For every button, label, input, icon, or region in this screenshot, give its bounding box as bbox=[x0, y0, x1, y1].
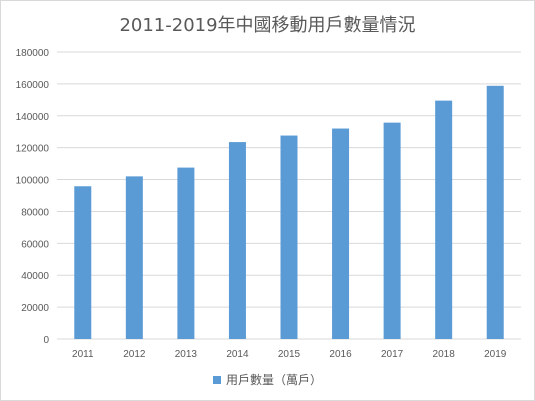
x-tick-label: 2019 bbox=[484, 349, 507, 360]
legend-swatch bbox=[212, 375, 221, 384]
chart-title: 2011-2019年中國移動用戶數量情況 bbox=[119, 15, 416, 36]
bar-2018 bbox=[435, 100, 453, 339]
x-tick-label: 2013 bbox=[175, 349, 198, 360]
x-tick-label: 2017 bbox=[381, 349, 404, 360]
x-tick-label: 2015 bbox=[278, 349, 301, 360]
x-tick-label: 2016 bbox=[329, 349, 352, 360]
y-tick-label: 160000 bbox=[16, 80, 50, 91]
x-tick-label: 2012 bbox=[123, 349, 146, 360]
y-tick-label: 80000 bbox=[21, 207, 49, 218]
y-tick-label: 180000 bbox=[16, 48, 50, 59]
bar-2017 bbox=[383, 122, 401, 340]
y-tick-label: 120000 bbox=[16, 144, 50, 155]
bar-2015 bbox=[280, 135, 298, 339]
bar-2016 bbox=[332, 128, 350, 339]
legend-label: 用戶數量（萬戶） bbox=[225, 373, 322, 387]
y-tick-label: 100000 bbox=[16, 176, 50, 187]
y-tick-label: 20000 bbox=[21, 303, 49, 314]
bar-2014 bbox=[228, 142, 246, 339]
x-tick-label: 2011 bbox=[72, 349, 94, 360]
bar-2013 bbox=[177, 167, 195, 339]
legend: 用戶數量（萬戶） bbox=[1, 371, 534, 388]
bar-2019 bbox=[486, 85, 504, 340]
y-tick-label: 140000 bbox=[16, 112, 50, 123]
bar-2011 bbox=[74, 186, 92, 339]
y-tick-label: 0 bbox=[43, 335, 49, 346]
bar-2012 bbox=[125, 176, 143, 339]
y-tick-label: 40000 bbox=[21, 271, 49, 282]
y-tick-label: 60000 bbox=[21, 239, 49, 250]
x-tick-label: 2018 bbox=[433, 349, 456, 360]
x-tick-label: 2014 bbox=[226, 349, 249, 360]
